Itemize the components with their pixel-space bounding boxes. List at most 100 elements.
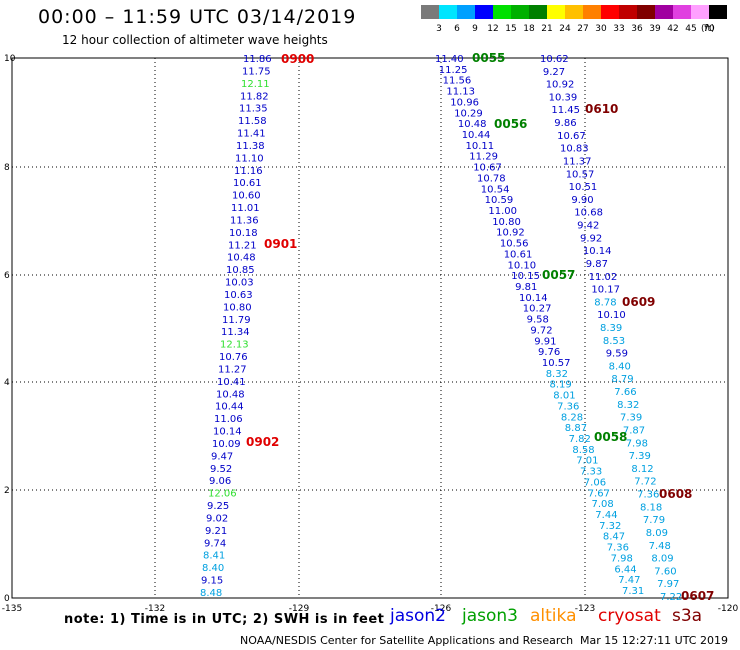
wave-height-value: 7.06 — [584, 477, 606, 488]
wave-height-value: 9.81 — [515, 282, 537, 293]
footer-timestamp: Mar 15 12:27:11 UTC 2019 — [580, 634, 728, 647]
pass-time-label: 0058 — [594, 430, 627, 444]
wave-height-value: 8.12 — [631, 464, 653, 475]
lat-tick-label: 4 — [4, 378, 10, 388]
wave-height-value: 11.86 — [243, 54, 272, 65]
scale-label: 33 — [613, 24, 625, 34]
wave-height-value: 10.63 — [224, 290, 253, 301]
wave-height-value: 9.15 — [201, 576, 223, 587]
lat-tick-label: 8 — [4, 163, 10, 173]
wave-height-value: 11.02 — [589, 272, 618, 283]
wave-height-value: 8.58 — [572, 445, 594, 456]
lat-tick-label: 2 — [4, 486, 10, 496]
wave-height-value: 10.14 — [519, 293, 548, 304]
scale-label: 45 — [685, 24, 697, 34]
wave-height-value: 8.48 — [200, 588, 222, 599]
wave-height-value: 7.72 — [634, 477, 656, 488]
scale-swatch — [493, 5, 511, 19]
wave-height-value: 10.41 — [217, 377, 246, 388]
wave-height-value: 11.21 — [228, 240, 257, 251]
wave-height-value: 10.67 — [473, 163, 502, 174]
wave-height-value: 12.11 — [241, 79, 270, 90]
wave-height-value: 11.40 — [435, 54, 464, 65]
lat-tick-label: 10 — [4, 54, 16, 64]
wave-height-value: 9.25 — [207, 501, 229, 512]
lon-tick-label: -120 — [718, 604, 739, 614]
wave-height-value: 11.79 — [222, 315, 251, 326]
wave-height-value: 11.56 — [443, 76, 472, 87]
legend-jason3: jason3 — [462, 606, 518, 626]
wave-height-value: 8.28 — [561, 412, 583, 423]
wave-height-value: 11.00 — [488, 206, 517, 217]
wave-height-value: 11.25 — [439, 65, 468, 76]
pass-time-label: 0610 — [585, 102, 618, 116]
wave-height-value: 11.29 — [469, 152, 498, 163]
plot-frame — [11, 57, 729, 599]
lon-tick-label: -132 — [145, 604, 165, 614]
scale-swatch — [673, 5, 691, 19]
wave-height-value: 9.52 — [210, 464, 232, 475]
wave-height-value: 9.74 — [204, 538, 226, 549]
wave-height-value: 8.32 — [617, 400, 639, 411]
wave-height-value: 9.42 — [577, 221, 599, 232]
scale-swatch — [619, 5, 637, 19]
scale-label: 39 — [649, 24, 661, 34]
wave-height-value: 10.15 — [511, 271, 540, 282]
wave-height-value: 8.53 — [603, 336, 625, 347]
wave-height-value: 9.76 — [538, 347, 560, 358]
wave-height-value: 11.82 — [240, 91, 269, 102]
wave-height-value: 10.68 — [574, 208, 603, 219]
wave-height-value: 8.19 — [550, 380, 572, 391]
wave-height-value: 8.40 — [202, 563, 224, 574]
wave-height-value: 10.11 — [466, 141, 495, 152]
wave-height-value: 10.10 — [508, 260, 537, 271]
footer-credit: NOAA/NESDIS Center for Satellite Applica… — [240, 634, 574, 647]
wave-height-value: 7.36 — [557, 401, 579, 412]
wave-height-value: 9.06 — [209, 476, 231, 487]
wave-height-value: 10.44 — [462, 130, 491, 141]
scale-label: 36 — [631, 24, 643, 34]
scale-label: 70 — [703, 24, 715, 34]
wave-height-value: 10.09 — [212, 439, 241, 450]
wave-height-value: 11.16 — [234, 166, 263, 177]
scale-unit: (ft) — [701, 24, 715, 34]
pass-time-label: 0055 — [472, 51, 505, 65]
wave-height-value: 8.41 — [203, 551, 225, 562]
wave-height-value: 9.87 — [586, 259, 608, 270]
wave-height-value: 10.27 — [523, 304, 552, 315]
wave-height-value: 10.57 — [542, 358, 571, 369]
wave-height-value: 11.45 — [551, 105, 580, 116]
scale-label: 27 — [577, 24, 589, 34]
wave-height-value: 8.79 — [611, 374, 633, 385]
wave-height-value: 9.91 — [534, 336, 556, 347]
wave-height-value: 7.98 — [626, 438, 648, 449]
scale-label: 6 — [454, 24, 460, 34]
wave-height-value: 11.13 — [446, 87, 475, 98]
wave-height-value: 10.96 — [450, 97, 479, 108]
wave-height-value: 10.14 — [213, 427, 242, 438]
wave-height-value: 9.59 — [606, 349, 628, 360]
wave-height-value: 8.47 — [603, 532, 625, 543]
wave-height-value: 10.29 — [454, 108, 483, 119]
wave-height-value: 10.83 — [560, 144, 589, 155]
wave-height-value: 10.54 — [481, 184, 510, 195]
scale-swatch — [637, 5, 655, 19]
wave-height-value: 7.36 — [637, 490, 659, 501]
scale-swatch — [547, 5, 565, 19]
wave-height-value: 7.01 — [576, 456, 598, 467]
wave-height-value: 11.01 — [231, 203, 260, 214]
wave-height-value: 10.17 — [591, 285, 620, 296]
wave-height-value: 10.51 — [569, 182, 598, 193]
wave-height-value: 7.87 — [623, 426, 645, 437]
units-note: note: 1) Time is in UTC; 2) SWH is in fe… — [64, 612, 385, 627]
wave-height-value: 7.66 — [614, 387, 636, 398]
wave-height-value: 10.14 — [583, 246, 612, 257]
scale-label: 18 — [523, 24, 535, 34]
wave-height-value: 8.87 — [565, 423, 587, 434]
wave-height-value: 10.92 — [546, 80, 575, 91]
legend-s3a: s3a — [672, 606, 703, 626]
wave-height-value: 9.92 — [580, 233, 602, 244]
scale-label: 3 — [436, 24, 442, 34]
wave-height-value: 8.18 — [640, 502, 662, 513]
wave-height-value: 10.67 — [557, 131, 586, 142]
